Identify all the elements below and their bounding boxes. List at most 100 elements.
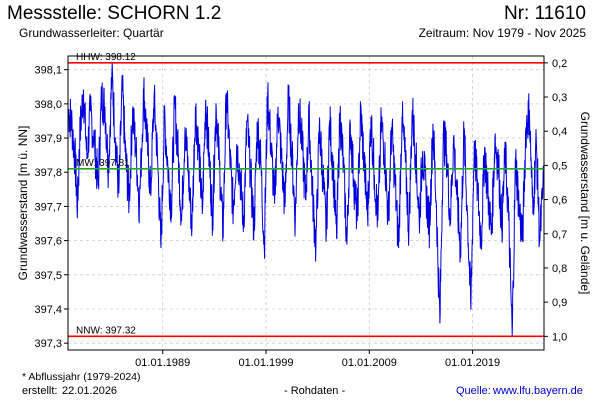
data-point bbox=[305, 199, 307, 201]
data-point bbox=[256, 123, 258, 125]
data-point bbox=[470, 308, 472, 310]
y-tick-label-right: 0,5 bbox=[552, 160, 567, 172]
data-point bbox=[94, 144, 96, 146]
data-point bbox=[508, 219, 510, 221]
data-point bbox=[494, 137, 496, 139]
y-tick-label: 398,1 bbox=[34, 65, 62, 77]
y-tick-label-right: 0,4 bbox=[552, 126, 567, 138]
data-point bbox=[76, 205, 79, 207]
data-point bbox=[150, 192, 152, 194]
data-point bbox=[449, 219, 451, 221]
y-tick-label-right: 0,7 bbox=[552, 229, 567, 241]
data-point bbox=[459, 250, 462, 252]
data-point bbox=[128, 199, 130, 201]
y-axis-label-left: Grundwasserstand [m ü. NN] bbox=[16, 126, 30, 281]
data-point bbox=[342, 164, 344, 166]
data-point bbox=[229, 154, 231, 156]
data-point bbox=[205, 99, 207, 101]
y-tick-label: 397,4 bbox=[34, 304, 62, 316]
data-point bbox=[260, 161, 262, 163]
data-point bbox=[111, 72, 113, 74]
data-point bbox=[377, 219, 379, 221]
data-point bbox=[418, 219, 420, 221]
data-point bbox=[232, 209, 234, 211]
data-point bbox=[198, 151, 200, 153]
data-point bbox=[167, 164, 169, 166]
data-point bbox=[477, 192, 479, 194]
created-label: erstellt: bbox=[22, 385, 58, 397]
data-point bbox=[86, 158, 88, 160]
data-point bbox=[394, 181, 396, 184]
reference-lines: HHW: 398.12 MW: 397.81 NNW: 397.32 bbox=[68, 52, 544, 338]
reference-label: NNW: 397.32 bbox=[76, 325, 136, 336]
data-point bbox=[329, 120, 331, 122]
data-point bbox=[384, 154, 386, 156]
data-point bbox=[218, 164, 221, 166]
data-point bbox=[322, 171, 324, 173]
data-point bbox=[243, 222, 245, 225]
data-point bbox=[497, 164, 499, 166]
y-tick-label-right: 0,6 bbox=[552, 195, 567, 207]
station-title: Messstelle: SCHORN 1.2 bbox=[7, 3, 222, 24]
data-point bbox=[360, 110, 362, 112]
data-point bbox=[301, 144, 303, 146]
data-point bbox=[146, 140, 148, 143]
source-link[interactable]: www.lfu.bayern.de bbox=[493, 385, 583, 397]
data-point bbox=[291, 151, 293, 153]
data-point bbox=[349, 123, 351, 125]
data-point bbox=[160, 246, 162, 248]
data-point bbox=[336, 236, 338, 238]
period-label: Zeitraum: Nov 1979 - Nov 2025 bbox=[418, 26, 586, 40]
axes: 397,3 397,4 397,5 397,6 397,7 397,8 397,9 398,0… bbox=[34, 58, 567, 369]
y-tick-label: 397,7 bbox=[34, 201, 62, 213]
data-point bbox=[132, 110, 134, 112]
data-point bbox=[370, 116, 372, 119]
data-point bbox=[463, 130, 465, 132]
data-point bbox=[466, 212, 468, 214]
y-tick-label-right: 0,9 bbox=[552, 297, 567, 309]
data-point bbox=[74, 154, 76, 156]
data-point bbox=[439, 322, 441, 324]
data-point bbox=[453, 137, 455, 139]
created-date: 22.01.2026 bbox=[62, 385, 118, 397]
data-point bbox=[387, 219, 389, 221]
data-point bbox=[318, 127, 320, 129]
data-point bbox=[287, 96, 289, 98]
data-point bbox=[174, 103, 176, 105]
data-point bbox=[270, 147, 272, 149]
data-point bbox=[82, 89, 85, 91]
data-point bbox=[311, 192, 313, 194]
y-tick-label-right: 0,2 bbox=[552, 58, 567, 70]
data-point bbox=[432, 123, 434, 125]
data-point bbox=[415, 154, 417, 156]
data-point bbox=[501, 226, 503, 228]
x-tick-label: 01.01.2009 bbox=[342, 357, 397, 369]
data-point bbox=[181, 219, 183, 221]
data-point bbox=[339, 113, 341, 115]
data-point bbox=[163, 116, 165, 119]
data-point bbox=[308, 116, 310, 119]
data-point bbox=[138, 205, 140, 207]
data-point bbox=[246, 120, 248, 122]
data-point bbox=[373, 175, 375, 177]
y-tick-label-right: 0,3 bbox=[552, 92, 567, 104]
data-point bbox=[325, 233, 327, 235]
data-point bbox=[525, 127, 527, 129]
data-point bbox=[298, 103, 300, 105]
data-point bbox=[315, 246, 317, 248]
data-point bbox=[97, 185, 99, 187]
data-point bbox=[456, 199, 458, 201]
y-tick-label: 397,3 bbox=[34, 338, 62, 350]
x-tick-label: 01.01.1999 bbox=[238, 357, 293, 369]
data-point bbox=[187, 175, 190, 177]
data-point bbox=[528, 110, 531, 112]
data-point bbox=[79, 130, 81, 132]
x-tick-label: 01.01.2019 bbox=[445, 357, 500, 369]
data-point bbox=[184, 127, 186, 129]
data-point bbox=[435, 205, 437, 207]
data-point bbox=[170, 205, 172, 207]
data-point bbox=[143, 89, 145, 91]
data-point bbox=[408, 229, 410, 231]
data-point bbox=[480, 240, 482, 242]
